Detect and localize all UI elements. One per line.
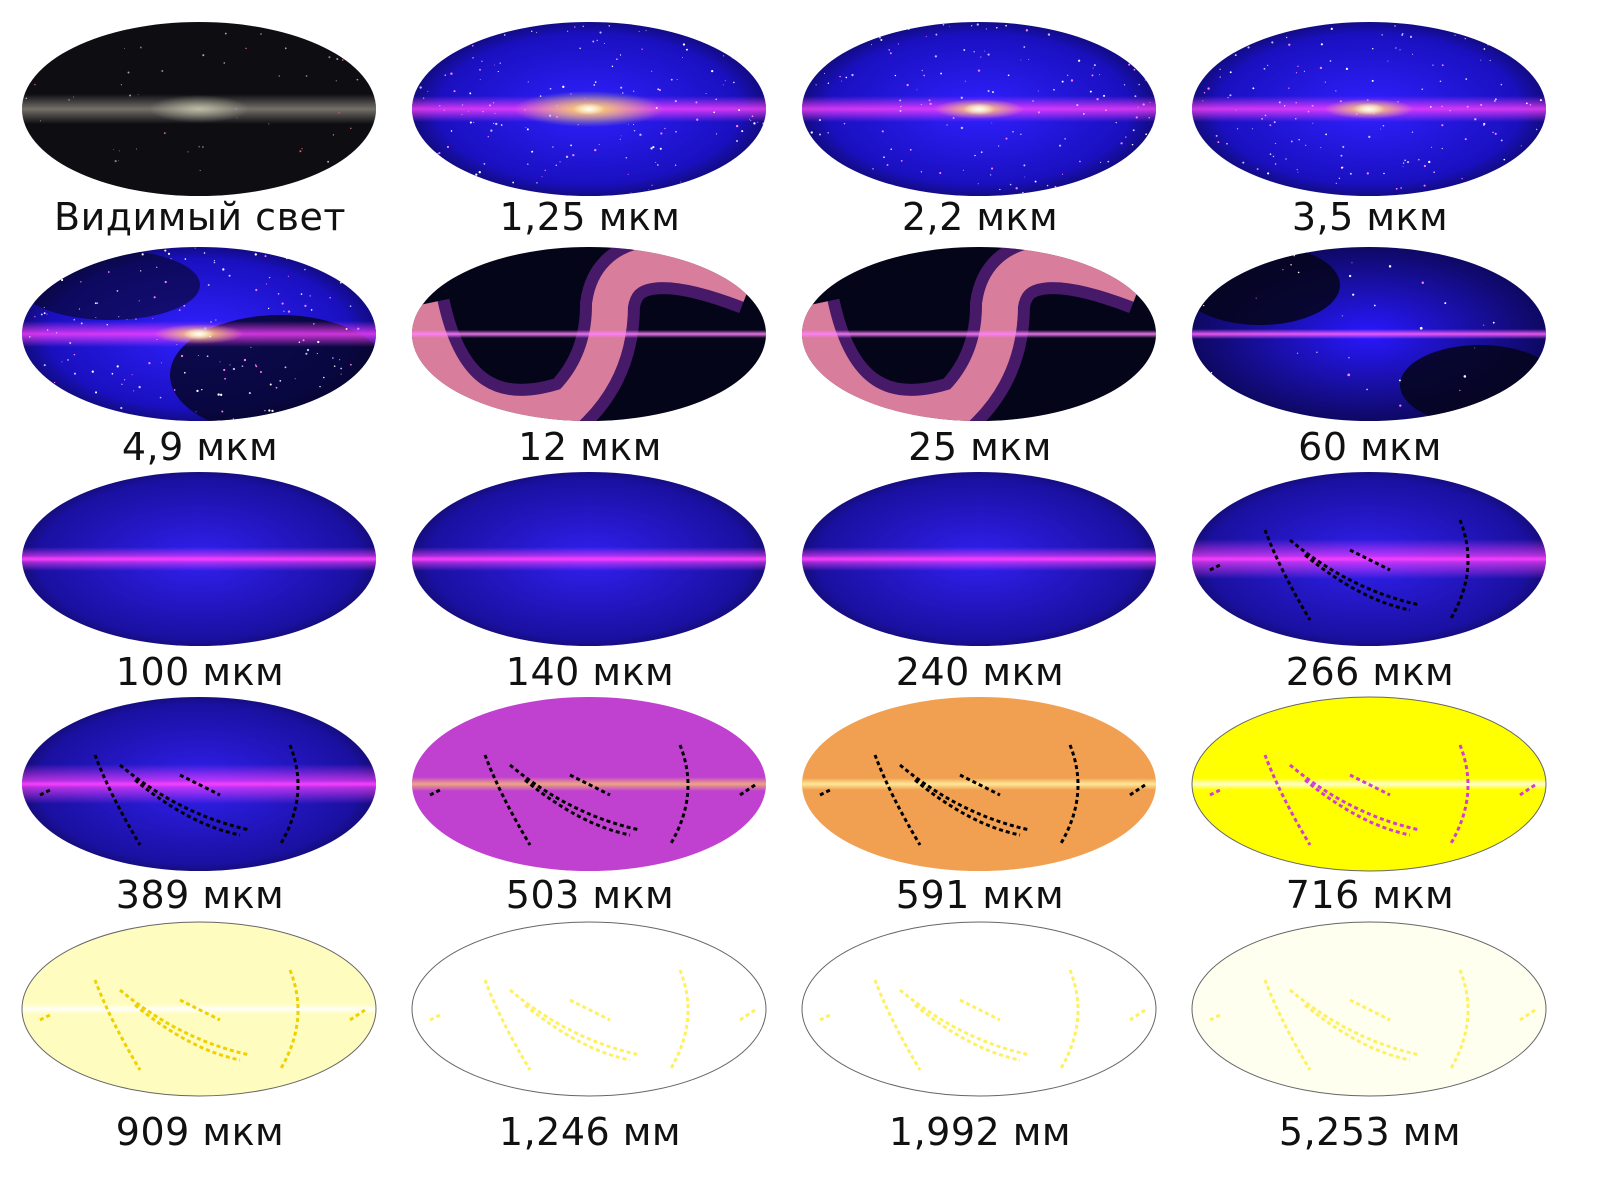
all-sky-map-image — [412, 22, 766, 196]
all-sky-map-image — [411, 921, 767, 1097]
wavelength-label: 503 мкм — [505, 873, 675, 917]
sky-map-panel: 1,992 мм — [780, 0, 1180, 1197]
wavelength-label: 1,246 мм — [498, 1110, 682, 1154]
sky-map-panel: 140 мкм — [390, 0, 790, 1197]
wavelength-label: 266 мкм — [1285, 650, 1455, 694]
sky-map-panel: 4,9 мкм — [0, 0, 400, 1197]
wavelength-label: 2,2 мкм — [901, 195, 1059, 239]
wavelength-label: 240 мкм — [895, 650, 1065, 694]
all-sky-map-image — [802, 697, 1156, 871]
wavelength-label: 591 мкм — [895, 873, 1065, 917]
all-sky-map-image — [1192, 247, 1546, 421]
sky-map-panel: 5,253 мм — [1170, 0, 1570, 1197]
all-sky-map-image — [412, 247, 766, 421]
all-sky-map-image — [1192, 472, 1546, 646]
all-sky-map-image — [22, 472, 376, 646]
sky-map-panel: 240 мкм — [780, 0, 1180, 1197]
sky-map-panel: Видимый свет — [0, 0, 400, 1197]
wavelength-label: 100 мкм — [115, 650, 285, 694]
sky-map-panel: 100 мкм — [0, 0, 400, 1197]
sky-map-panel: 716 мкм — [1170, 0, 1570, 1197]
sky-map-panel: 266 мкм — [1170, 0, 1570, 1197]
sky-map-panel: 1,25 мкм — [390, 0, 790, 1197]
sky-map-panel: 2,2 мкм — [780, 0, 1180, 1197]
sky-map-panel: 3,5 мкм — [1170, 0, 1570, 1197]
sky-map-panel: 389 мкм — [0, 0, 400, 1197]
all-sky-map-image — [22, 247, 376, 421]
wavelength-label: 1,992 мм — [888, 1110, 1072, 1154]
sky-map-panel: 25 мкм — [780, 0, 1180, 1197]
wavelength-label: 389 мкм — [115, 873, 285, 917]
all-sky-map-image — [1191, 696, 1547, 872]
wavelength-label: 716 мкм — [1285, 873, 1455, 917]
all-sky-map-image — [802, 22, 1156, 196]
all-sky-map-image — [1191, 921, 1547, 1097]
sky-map-panel: 503 мкм — [390, 0, 790, 1197]
all-sky-map-image — [21, 921, 377, 1097]
all-sky-map-image — [801, 921, 1157, 1097]
wavelength-label: 140 мкм — [505, 650, 675, 694]
all-sky-map-image — [1192, 22, 1546, 196]
sky-map-panel: 60 мкм — [1170, 0, 1570, 1197]
wavelength-label: 60 мкм — [1298, 425, 1442, 469]
all-sky-map-image — [412, 472, 766, 646]
wavelength-label: 1,25 мкм — [499, 195, 681, 239]
all-sky-map-image — [22, 22, 376, 196]
wavelength-label: 3,5 мкм — [1291, 195, 1449, 239]
wavelength-label: 4,9 мкм — [121, 425, 279, 469]
all-sky-map-image — [802, 472, 1156, 646]
all-sky-map-image — [22, 697, 376, 871]
sky-map-panel: 12 мкм — [390, 0, 790, 1197]
sky-map-panel: 909 мкм — [0, 0, 400, 1197]
all-sky-map-image — [802, 247, 1156, 421]
wavelength-label: 5,253 мм — [1278, 1110, 1462, 1154]
sky-map-panel: 591 мкм — [780, 0, 1180, 1197]
wavelength-label: 12 мкм — [518, 425, 662, 469]
wavelength-label: 909 мкм — [115, 1110, 285, 1154]
wavelength-label: 25 мкм — [908, 425, 1052, 469]
wavelength-label: Видимый свет — [54, 195, 346, 239]
all-sky-map-image — [412, 697, 766, 871]
sky-map-panel: 1,246 мм — [390, 0, 790, 1197]
